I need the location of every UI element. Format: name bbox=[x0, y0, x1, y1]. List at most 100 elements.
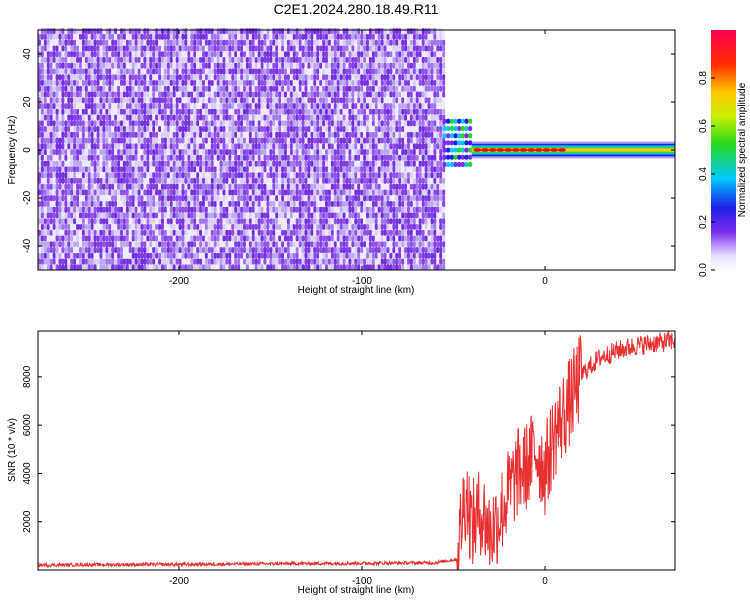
spectrogram-cell bbox=[158, 166, 162, 173]
spectrogram-cell bbox=[117, 166, 121, 173]
spectrogram-cell bbox=[284, 74, 287, 81]
spectrogram-cell bbox=[237, 177, 241, 184]
spectrogram-cell bbox=[234, 131, 238, 138]
spectrogram-cell bbox=[73, 45, 77, 52]
spectrogram-cell bbox=[213, 74, 217, 81]
spectrogram-cell bbox=[225, 137, 229, 144]
spectrogram-cell bbox=[325, 85, 328, 92]
spectrogram-cell bbox=[286, 264, 290, 271]
spectrogram-cell bbox=[225, 45, 229, 52]
spectrogram-cell bbox=[84, 154, 88, 161]
spectrogram-cell bbox=[286, 45, 290, 52]
spectrogram-cell bbox=[90, 103, 94, 109]
spectrogram-cell bbox=[114, 166, 118, 173]
spectrogram-cell bbox=[120, 177, 123, 184]
spectrogram-cell bbox=[275, 258, 279, 265]
spectrogram-cell bbox=[58, 189, 62, 196]
spectrogram-cell bbox=[368, 56, 372, 63]
spectrogram-cell bbox=[199, 56, 203, 63]
spectrogram-cell bbox=[363, 223, 367, 230]
spectrogram-cell bbox=[272, 28, 276, 35]
spectrogram-cell bbox=[254, 131, 258, 138]
spectrogram-cell bbox=[146, 177, 150, 184]
spectrogram-cell bbox=[67, 229, 71, 236]
spectrogram-cell bbox=[325, 235, 328, 242]
spectrogram-cell bbox=[79, 189, 82, 196]
spectrogram-cell bbox=[339, 252, 343, 259]
spectrogram-cell bbox=[128, 212, 132, 219]
spectrogram-cell bbox=[55, 68, 59, 75]
spectrogram-cell bbox=[366, 200, 369, 207]
spectrogram-cell bbox=[383, 223, 387, 230]
spectrogram-cell bbox=[108, 183, 112, 190]
spectrogram-cell bbox=[374, 172, 378, 179]
spectrogram-cell bbox=[79, 166, 82, 173]
spectrogram-cell bbox=[295, 131, 299, 138]
spectrogram-cell bbox=[348, 235, 352, 242]
spectrogram-cell bbox=[298, 264, 302, 271]
spectrogram-cell bbox=[339, 200, 343, 207]
spectrogram-cell bbox=[316, 166, 320, 173]
spectrogram-cell bbox=[122, 177, 126, 184]
spectrogram-cell bbox=[327, 183, 331, 190]
spectrogram-cell bbox=[354, 97, 358, 104]
spectrogram-cell bbox=[190, 264, 194, 271]
spectrogram-cell bbox=[128, 264, 132, 271]
spectrogram-cell bbox=[193, 154, 197, 161]
spectrogram-cell bbox=[111, 126, 115, 132]
spectrogram-cell bbox=[240, 189, 244, 196]
spectrogram-cell bbox=[102, 229, 106, 236]
spectrogram-cell bbox=[295, 45, 299, 52]
spectrogram-cell bbox=[163, 85, 167, 92]
spectrogram-cell bbox=[187, 85, 191, 92]
spectrogram-cell bbox=[61, 74, 65, 81]
spectrogram-cell bbox=[111, 177, 115, 184]
spectrogram-cell bbox=[327, 74, 331, 81]
spectrogram-cell bbox=[322, 62, 326, 69]
spectrogram-cell bbox=[137, 137, 141, 144]
spectrogram-cell bbox=[84, 39, 88, 46]
spectrogram-cell bbox=[105, 74, 109, 81]
spectrogram-cell bbox=[281, 229, 285, 236]
spectrogram-cell bbox=[342, 149, 346, 155]
spectrogram-cell bbox=[322, 241, 326, 248]
spectrogram-cell bbox=[275, 160, 279, 167]
spectrogram-cell bbox=[219, 120, 223, 127]
spectrogram-cell bbox=[380, 51, 384, 58]
spectrogram-cell bbox=[73, 74, 77, 81]
spectrogram-cell bbox=[187, 223, 191, 230]
spectrogram-cell bbox=[272, 39, 276, 46]
spectrogram-cell bbox=[257, 108, 261, 115]
spectrogram-cell bbox=[345, 126, 349, 132]
spectrogram-cell bbox=[342, 56, 346, 63]
spectrogram-cell bbox=[81, 252, 85, 259]
spectrogram-cell bbox=[181, 56, 185, 63]
spectrogram-cell bbox=[143, 56, 147, 63]
spectrogram-cell bbox=[117, 143, 121, 150]
spectrogram-cell bbox=[383, 143, 387, 150]
spectrogram-cell bbox=[204, 229, 208, 236]
spectrogram-cell bbox=[64, 131, 68, 138]
spectrogram-cell bbox=[339, 28, 343, 35]
spectrogram-cell bbox=[377, 143, 381, 150]
spectrogram-cell bbox=[87, 241, 91, 248]
spectrogram-cell bbox=[96, 79, 100, 86]
spectrogram-cell bbox=[357, 126, 361, 132]
spectrogram-cell bbox=[222, 154, 226, 161]
spectrogram-cell bbox=[181, 28, 185, 35]
spectrogram-cell bbox=[307, 206, 311, 213]
spectrogram-cell bbox=[70, 247, 74, 253]
spectrogram-cell bbox=[172, 247, 176, 253]
spectrogram-cell bbox=[128, 149, 132, 155]
spectrogram-cell bbox=[348, 200, 352, 207]
spectrogram-cell bbox=[304, 91, 308, 98]
spectrogram-cell bbox=[307, 183, 311, 190]
spectrogram-cell bbox=[354, 39, 358, 46]
spectrogram-cell bbox=[61, 252, 65, 259]
spectrogram-cell bbox=[243, 183, 246, 190]
spectrogram-cell bbox=[284, 206, 287, 213]
spectrogram-cell bbox=[70, 241, 74, 248]
spectrogram-cell bbox=[163, 241, 167, 248]
spectrogram-cell bbox=[49, 241, 53, 248]
spectrogram-cell bbox=[371, 114, 375, 121]
